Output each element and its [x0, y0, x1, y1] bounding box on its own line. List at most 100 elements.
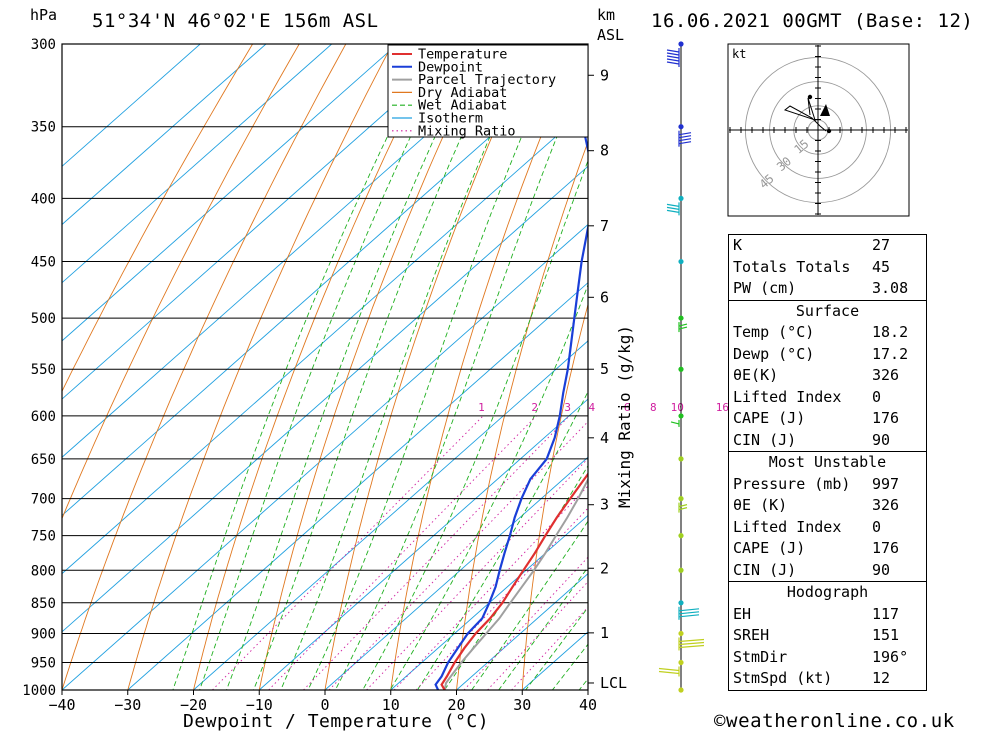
- legend-entry: Isotherm: [418, 111, 483, 127]
- wind-barb: [678, 141, 692, 145]
- indices-table: K 27 Totals Totals 45 PW (cm) 3.08 Surface Tem…: [728, 234, 927, 691]
- legend-entry: Dry Adiabat: [418, 85, 507, 101]
- mixing-ratio-label: 10: [671, 401, 684, 414]
- table-row: Lifted Index 0: [729, 387, 926, 409]
- x-tick-label: −30: [114, 696, 141, 714]
- pressure-tick-label: 600: [31, 409, 56, 425]
- table-row: CIN (J) 90: [729, 560, 926, 582]
- mixing-ratio-label: 8: [650, 401, 657, 414]
- row-value: 0: [872, 387, 882, 406]
- table-row: CIN (J) 90: [729, 430, 926, 452]
- wind-level-dot: [678, 533, 684, 539]
- wind-barb: [678, 326, 688, 330]
- x-tick-label: 20: [447, 696, 465, 714]
- wind-level-dot: [678, 600, 684, 606]
- wind-barb: [678, 323, 688, 327]
- temperature-line: [440, 472, 588, 690]
- wind-barb: [658, 667, 680, 672]
- pressure-tick-label: 800: [31, 563, 56, 579]
- copyright-footer: ©weatheronline.co.uk: [714, 710, 955, 732]
- km-tick-label: 5: [600, 360, 609, 378]
- pressure-tick-label: 950: [31, 655, 56, 671]
- row-label: Lifted Index: [733, 387, 842, 406]
- km-tick-label: 1: [600, 624, 609, 642]
- wind-profile: [658, 41, 705, 693]
- row-value: 326: [872, 366, 900, 384]
- dry-adiabat-line: [62, 44, 254, 393]
- km-tick-label: 4: [600, 429, 609, 447]
- hodograph-trace: [783, 97, 827, 132]
- isotherm-line: [62, 49, 588, 517]
- pressure-tick-label: 750: [31, 529, 56, 545]
- row-value: 176: [872, 539, 900, 557]
- profiles: [434, 75, 588, 690]
- table-row: EH 117: [729, 604, 926, 626]
- row-label: EH: [733, 604, 752, 623]
- wind-barb: [678, 614, 700, 618]
- wind-barb: [666, 55, 680, 59]
- km-axis: 9 8 7 6 5 4 3 2 1 LCL: [588, 66, 627, 692]
- mixing-ratio-label: 4: [589, 401, 596, 414]
- wind-barb: [670, 421, 680, 425]
- pressure-tick-label: 850: [31, 596, 56, 612]
- x-tick-label: −20: [180, 696, 207, 714]
- wind-barb: [678, 638, 705, 643]
- mixing-ratio-line: [511, 606, 588, 690]
- mixing-ratio-line: [415, 507, 588, 690]
- table-row: Pressure (mb) 997: [729, 474, 926, 496]
- wind-level-dot: [678, 687, 684, 693]
- wet-adiabat-line: [362, 159, 588, 690]
- section-title: Surface: [795, 301, 860, 320]
- row-label: K: [733, 236, 743, 254]
- wind-barb: [678, 611, 700, 615]
- isotherm-line: [62, 44, 201, 167]
- row-value: 997: [872, 474, 900, 493]
- row-value: 3.08: [872, 279, 909, 297]
- dry-adiabat-line: [959, 0, 1000, 716]
- isotherm-line: [258, 398, 588, 690]
- parcel-trajectory-line: [443, 477, 588, 690]
- table-row: Dewp (°C) 17.2: [729, 344, 926, 366]
- mixing-ratio-line: [487, 580, 588, 690]
- table-row: θE (K) 326: [729, 495, 926, 517]
- table-row: Temp (°C) 18.2: [729, 322, 926, 344]
- wind-level-dot: [678, 195, 684, 201]
- wind-barb: [678, 138, 692, 142]
- wind-barb: [678, 641, 705, 646]
- legend-entry: Mixing Ratio: [418, 123, 516, 139]
- isotherm-line: [62, 44, 530, 458]
- row-label: Totals Totals: [733, 257, 851, 276]
- row-label: Pressure (mb): [733, 474, 851, 493]
- x-tick-label: 10: [382, 696, 400, 714]
- pressure-tick-label: 350: [31, 120, 56, 136]
- hodograph-point: [807, 94, 813, 100]
- row-value: 18.2: [872, 323, 909, 341]
- pressure-tick-label: 300: [31, 37, 56, 53]
- wind-barb: [666, 203, 680, 207]
- pressure-tick-label: 450: [31, 255, 56, 271]
- legend-entry: Dewpoint: [418, 59, 483, 75]
- mixing-ratio-line: [268, 415, 537, 690]
- wind-level-dot: [678, 258, 684, 265]
- table-row: θE(K) 326: [729, 365, 926, 387]
- row-value: 326: [872, 496, 900, 514]
- row-label: PW (cm): [733, 279, 797, 297]
- wind-barb: [666, 52, 680, 56]
- hpa-unit-label: hPa: [30, 6, 58, 24]
- isotherm-line: [127, 282, 588, 690]
- km-tick-label: 3: [600, 496, 609, 514]
- x-tick-label: 0: [320, 696, 329, 714]
- row-value: 27: [872, 236, 891, 254]
- table-row: SREH 151: [729, 625, 926, 647]
- row-value: 90: [872, 560, 891, 579]
- row-label: CIN (J): [733, 560, 797, 579]
- row-label: Dewp (°C): [733, 344, 815, 363]
- mixing-ratio-label: 1: [478, 401, 485, 414]
- wind-level-dot: [678, 496, 684, 502]
- isotherm-line: [456, 573, 588, 690]
- row-label: CAPE (J): [733, 409, 806, 427]
- wet-adiabat-line: [525, 606, 588, 690]
